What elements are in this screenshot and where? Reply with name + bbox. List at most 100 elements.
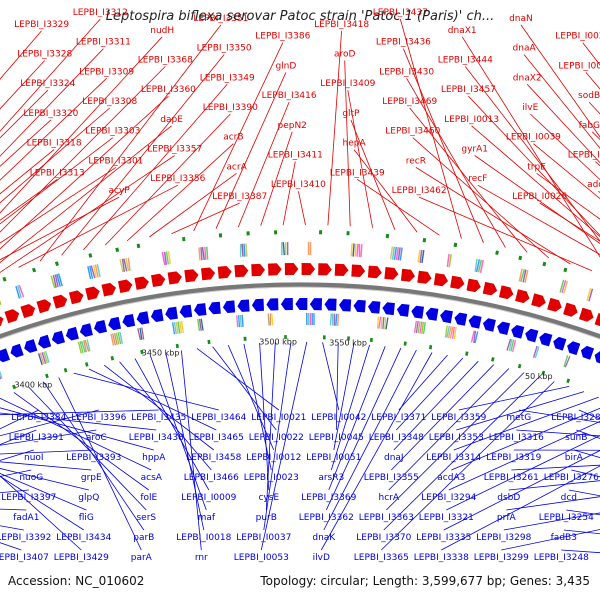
gene-label: nuoG: [19, 473, 43, 483]
gene-label: serS: [136, 513, 156, 523]
gene-label: LEPBI_I3444: [438, 56, 493, 66]
reverse-gene: [411, 305, 424, 319]
leader-line: [0, 167, 117, 244]
gene-label: LEPBI_I3416: [262, 91, 317, 101]
gene-label: LEPBI_I3276: [544, 473, 599, 483]
forward-gene: [251, 263, 265, 277]
forward-gene: [234, 264, 249, 278]
gene-label: LEPBI_I3301: [88, 156, 143, 166]
strand-layer: [0, 230, 600, 390]
leader-line: [237, 101, 290, 228]
leader-line: [446, 435, 600, 511]
reverse-gene: [425, 307, 439, 321]
reverse-gene: [24, 339, 38, 353]
gene-label: LEPBI_I3356: [150, 174, 205, 184]
reverse-gene: [38, 334, 52, 349]
leader-line: [88, 368, 217, 431]
forward-gene: [563, 302, 578, 317]
leader-line: [418, 196, 593, 272]
gene-label: acsA: [141, 473, 163, 483]
gene-label: parB: [133, 533, 154, 543]
gene-label: sodB: [578, 91, 600, 101]
leader-line: [536, 172, 600, 220]
leader-line: [0, 155, 175, 273]
cog-block: [564, 355, 571, 368]
leader-line: [134, 358, 210, 491]
gene-label: LEPBI_I0015: [568, 151, 600, 161]
gene-label: rnr: [195, 553, 208, 563]
gene-label: LEPBI_I3353: [429, 433, 484, 443]
rna-marker: [54, 261, 59, 267]
leader-line: [0, 178, 58, 221]
forward-gene: [450, 275, 465, 289]
leader-line: [0, 461, 92, 471]
gene-label: LEPBI_I3314: [426, 453, 481, 463]
forward-gene: [151, 273, 166, 287]
gene-label: ilvD: [313, 553, 330, 563]
leader-line: [28, 386, 147, 511]
gene-label: LEPBI_I3359: [431, 413, 486, 423]
reverse-gene: [65, 326, 79, 341]
leader-line: [501, 529, 600, 551]
leader-line: [383, 376, 540, 531]
gene-label: LEPBI_I3363: [359, 513, 414, 523]
leader-line: [13, 392, 150, 491]
rna-marker: [563, 267, 568, 273]
forward-gene: [351, 264, 366, 277]
gene-label: LEPBI_I3457: [441, 85, 496, 95]
gene-label: LEPBI_I3469: [382, 97, 437, 107]
label-layer: LEPBI_I3329 LEPBI_I3328 LEPBI_I3324 LEPBI_I…: [0, 8, 600, 563]
leader-line: [0, 409, 99, 437]
tick-layer: 3400 kbp 3450 kbp 3500 kbp 3550 kbp 50 kbp: [15, 337, 553, 389]
leader-line: [212, 346, 277, 431]
gene-label: LEPBI_I3311: [76, 38, 131, 48]
gene-label: LEPBI_I3393: [66, 453, 121, 463]
leader-line: [259, 342, 270, 491]
leader-line: [412, 137, 550, 259]
leader-line: [506, 496, 600, 511]
gene-label: LEPBI_I3434: [56, 533, 111, 543]
leader-line: [0, 107, 110, 204]
leader-line: [165, 352, 205, 531]
rna-marker: [140, 349, 144, 355]
reverse-gene: [122, 314, 136, 328]
reverse-gene: [150, 308, 164, 322]
forward-gene: [167, 271, 182, 285]
gene-label: metG: [506, 413, 531, 423]
gene-label: LEPBI_I3368: [138, 56, 193, 66]
gene-label: LEPBI_I3308: [82, 97, 137, 107]
reverse-gene: [468, 315, 482, 329]
gene-label: LEPBI_I0023: [244, 473, 299, 483]
rna-marker: [115, 247, 120, 253]
reverse-gene: [553, 336, 567, 351]
reverse-gene: [0, 348, 10, 363]
gene-label: LEPBI_I0021: [251, 413, 306, 423]
rna-marker: [566, 378, 571, 384]
leader-line: [282, 161, 296, 226]
gene-label: LEPBI_I3365: [354, 553, 409, 563]
leader-line: [18, 184, 178, 268]
rna-marker: [136, 243, 141, 249]
gene-label: LEPBI_I3349: [200, 73, 255, 83]
forward-gene: [118, 279, 133, 293]
leader-line: [458, 386, 570, 411]
forward-gene: [20, 304, 36, 319]
tick-label: 3550 kbp: [329, 338, 367, 347]
gene-label: LEPBI_I3318: [27, 139, 82, 149]
forward-gene: [36, 299, 52, 314]
gene-label: dnaN: [509, 14, 533, 24]
forward-gene: [334, 263, 349, 276]
reverse-gene: [194, 303, 207, 316]
forward-gene: [400, 268, 415, 282]
gene-label: recF: [468, 174, 487, 184]
gene-label: LEPBI_I3386: [255, 32, 310, 42]
gene-label: LEPBI_I0051: [306, 453, 361, 463]
leader-line: [263, 341, 292, 531]
gene-label: LEPBI_I3435: [131, 413, 186, 423]
gene-label: LEPBI_I0009: [181, 493, 236, 503]
gene-label: LEPBI_I3299: [474, 553, 529, 563]
rna-marker: [465, 351, 469, 356]
forward-gene: [301, 263, 316, 276]
gene-label: LEPBI_I3362: [299, 513, 354, 523]
